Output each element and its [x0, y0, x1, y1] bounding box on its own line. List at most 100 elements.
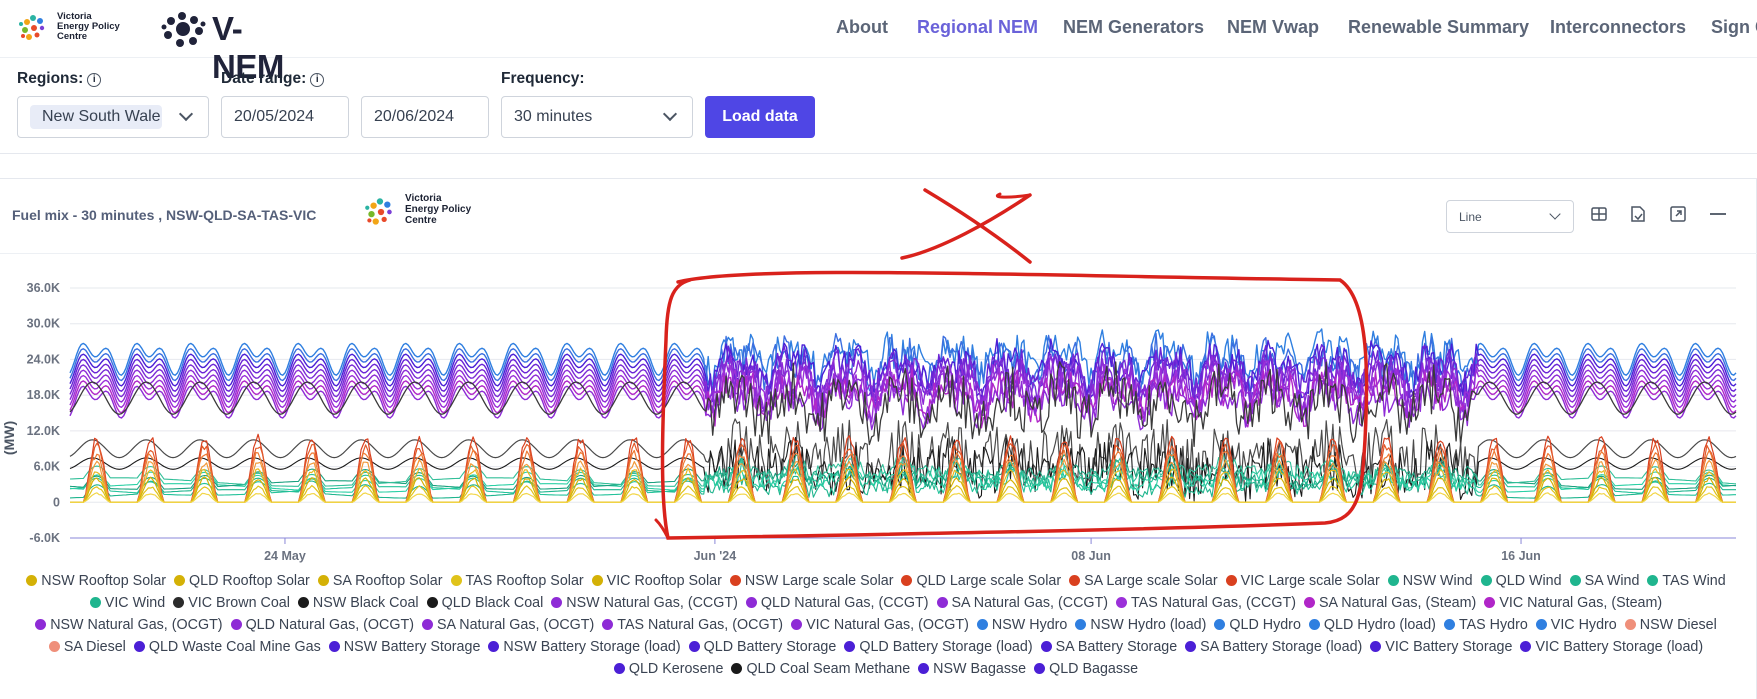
nav-sign-in[interactable]: Sign C	[1711, 17, 1757, 37]
legend-item[interactable]: VIC Rooftop Solar	[591, 570, 722, 592]
panel-logo-line3: Centre	[405, 215, 437, 226]
legend-item[interactable]: VIC Natural Gas, (Steam)	[1484, 592, 1662, 614]
legend-item[interactable]: QLD Wind	[1480, 570, 1562, 592]
legend-swatch-icon	[1569, 575, 1581, 586]
legend-item[interactable]: VIC Brown Coal	[173, 592, 290, 614]
nav-nem-vwap[interactable]: NEM Vwap	[1227, 17, 1320, 37]
legend-item[interactable]: NSW Hydro (load)	[1075, 614, 1206, 636]
legend-item[interactable]: QLD Hydro	[1214, 614, 1301, 636]
legend-item[interactable]: QLD Kerosene	[613, 658, 724, 680]
legend-item[interactable]: TAS Rooftop Solar	[450, 570, 584, 592]
legend-item[interactable]: NSW Black Coal	[297, 592, 419, 614]
legend-item[interactable]: NSW Natural Gas, (CCGT)	[551, 592, 738, 614]
legend-label: QLD Black Coal	[441, 595, 544, 611]
legend-label: VIC Battery Storage (load)	[1535, 639, 1704, 655]
legend-swatch-icon	[1040, 641, 1052, 652]
legend-item[interactable]: SA Battery Storage	[1040, 636, 1177, 658]
legend-item[interactable]: QLD Waste Coal Mine Gas	[133, 636, 321, 658]
export-icon[interactable]	[1627, 203, 1649, 225]
legend-label: QLD Battery Storage	[703, 639, 837, 655]
legend-item[interactable]: SA Natural Gas, (CCGT)	[936, 592, 1108, 614]
legend-item[interactable]: TAS Wind	[1647, 570, 1726, 592]
nav-about[interactable]: About	[836, 17, 888, 37]
region-chip: New South Wale	[30, 105, 162, 129]
legend-item[interactable]: QLD Hydro (load)	[1308, 614, 1436, 636]
nav-renewable-summary[interactable]: Renewable Summary	[1348, 17, 1530, 37]
table-view-icon[interactable]	[1588, 203, 1610, 225]
legend-item[interactable]: QLD Rooftop Solar	[174, 570, 310, 592]
legend-label: NSW Battery Storage (load)	[503, 639, 681, 655]
legend-item[interactable]: VIC Large scale Solar	[1225, 570, 1380, 592]
legend-item[interactable]: VIC Wind	[89, 592, 165, 614]
legend-item[interactable]: NSW Hydro	[976, 614, 1067, 636]
chart-type-select[interactable]: Line	[1446, 200, 1574, 233]
legend-item[interactable]: SA Diesel	[48, 636, 126, 658]
minimize-icon[interactable]	[1707, 203, 1729, 225]
legend-item[interactable]: VIC Hydro	[1535, 614, 1617, 636]
legend-item[interactable]: QLD Natural Gas, (CCGT)	[745, 592, 929, 614]
legend-item[interactable]: SA Large scale Solar	[1069, 570, 1218, 592]
legend-item[interactable]: NSW Natural Gas, (OCGT)	[35, 614, 223, 636]
legend-item[interactable]: NSW Battery Storage (load)	[488, 636, 681, 658]
legend-item[interactable]: QLD Large scale Solar	[901, 570, 1061, 592]
legend-item[interactable]: SA Rooftop Solar	[317, 570, 443, 592]
vepc-line1: Victoria	[57, 11, 92, 22]
legend-item[interactable]: SA Wind	[1569, 570, 1639, 592]
legend-item[interactable]: NSW Bagasse	[918, 658, 1026, 680]
start-date-input[interactable]: 20/05/2024	[221, 96, 349, 138]
legend-item[interactable]: NSW Battery Storage	[328, 636, 481, 658]
info-icon[interactable]: i	[87, 73, 102, 87]
load-data-button[interactable]: Load data	[705, 96, 815, 138]
nav-interconnectors[interactable]: Interconnectors	[1550, 17, 1687, 37]
fuel-mix-chart[interactable]: 36.0K 30.0K 24.0K 18.0K 12.0K 6.0K 0 -6.0K (MW)…	[0, 268, 1757, 573]
legend-item[interactable]: NSW Diesel	[1624, 614, 1717, 636]
legend-item[interactable]: SA Battery Storage (load)	[1185, 636, 1362, 658]
legend-item[interactable]: QLD Battery Storage (load)	[844, 636, 1033, 658]
legend-item[interactable]: TAS Natural Gas, (OCGT)	[602, 614, 783, 636]
frequency-select[interactable]: 30 minutes	[501, 96, 693, 138]
legend-item[interactable]: TAS Natural Gas, (CCGT)	[1116, 592, 1296, 614]
legend-item[interactable]: SA Natural Gas, (Steam)	[1303, 592, 1476, 614]
expand-icon[interactable]	[1667, 203, 1689, 225]
legend-label: VIC Rooftop Solar	[606, 573, 722, 589]
chart-legend: NSW Rooftop Solar QLD Rooftop Solar SA Roo…	[20, 570, 1740, 680]
legend-label: SA Natural Gas, (OCGT)	[436, 617, 595, 633]
legend-swatch-icon	[844, 641, 856, 652]
legend-item[interactable]: QLD Black Coal	[426, 592, 544, 614]
chevron-down-icon	[662, 106, 678, 122]
regions-select[interactable]: New South Wale	[17, 96, 209, 138]
legend-label: QLD Kerosene	[628, 661, 724, 677]
legend-item[interactable]: VIC Battery Storage (load)	[1520, 636, 1703, 658]
legend-label: QLD Waste Coal Mine Gas	[148, 639, 321, 655]
panel-logo-text: Victoria Energy Policy Centre	[405, 193, 471, 226]
y-tick-label: 30.0K	[27, 317, 60, 331]
legend-label: NSW Battery Storage	[343, 639, 481, 655]
x-tick-label: 16 Jun	[1501, 549, 1541, 563]
legend-swatch-icon	[317, 575, 329, 586]
legend-label: NSW Rooftop Solar	[41, 573, 167, 589]
x-tick-label: 08 Jun	[1071, 549, 1111, 563]
legend-item[interactable]: NSW Rooftop Solar	[26, 570, 166, 592]
chevron-down-icon	[178, 106, 194, 122]
vepc-logo[interactable]: Victoria Energy Policy Centre	[16, 10, 126, 48]
legend-item[interactable]: QLD Coal Seam Methane	[731, 658, 910, 680]
legend-item[interactable]: QLD Natural Gas, (OCGT)	[230, 614, 414, 636]
y-tick-label: 0	[53, 495, 60, 509]
legend-label: TAS Hydro	[1458, 617, 1528, 633]
info-icon[interactable]: i	[310, 73, 325, 87]
legend-item[interactable]: NSW Large scale Solar	[729, 570, 893, 592]
legend-item[interactable]: QLD Bagasse	[1034, 658, 1138, 680]
legend-item[interactable]: TAS Hydro	[1443, 614, 1528, 636]
nav-nem-generators[interactable]: NEM Generators	[1063, 17, 1205, 37]
y-axis: 36.0K 30.0K 24.0K 18.0K 12.0K 6.0K 0 -6.0K	[27, 281, 60, 545]
end-date-input[interactable]: 20/06/2024	[361, 96, 489, 138]
legend-item[interactable]: VIC Battery Storage	[1370, 636, 1512, 658]
legend-item[interactable]: NSW Wind	[1387, 570, 1473, 592]
legend-item[interactable]: VIC Natural Gas, (OCGT)	[791, 614, 969, 636]
vnem-mark-icon	[161, 12, 206, 47]
nav-regional-nem[interactable]: Regional NEM	[917, 17, 1039, 37]
legend-item[interactable]: QLD Battery Storage	[688, 636, 837, 658]
legend-label: NSW Natural Gas, (OCGT)	[50, 617, 223, 633]
legend-item[interactable]: SA Natural Gas, (OCGT)	[421, 614, 595, 636]
regions-label: Regions: i	[17, 70, 102, 88]
